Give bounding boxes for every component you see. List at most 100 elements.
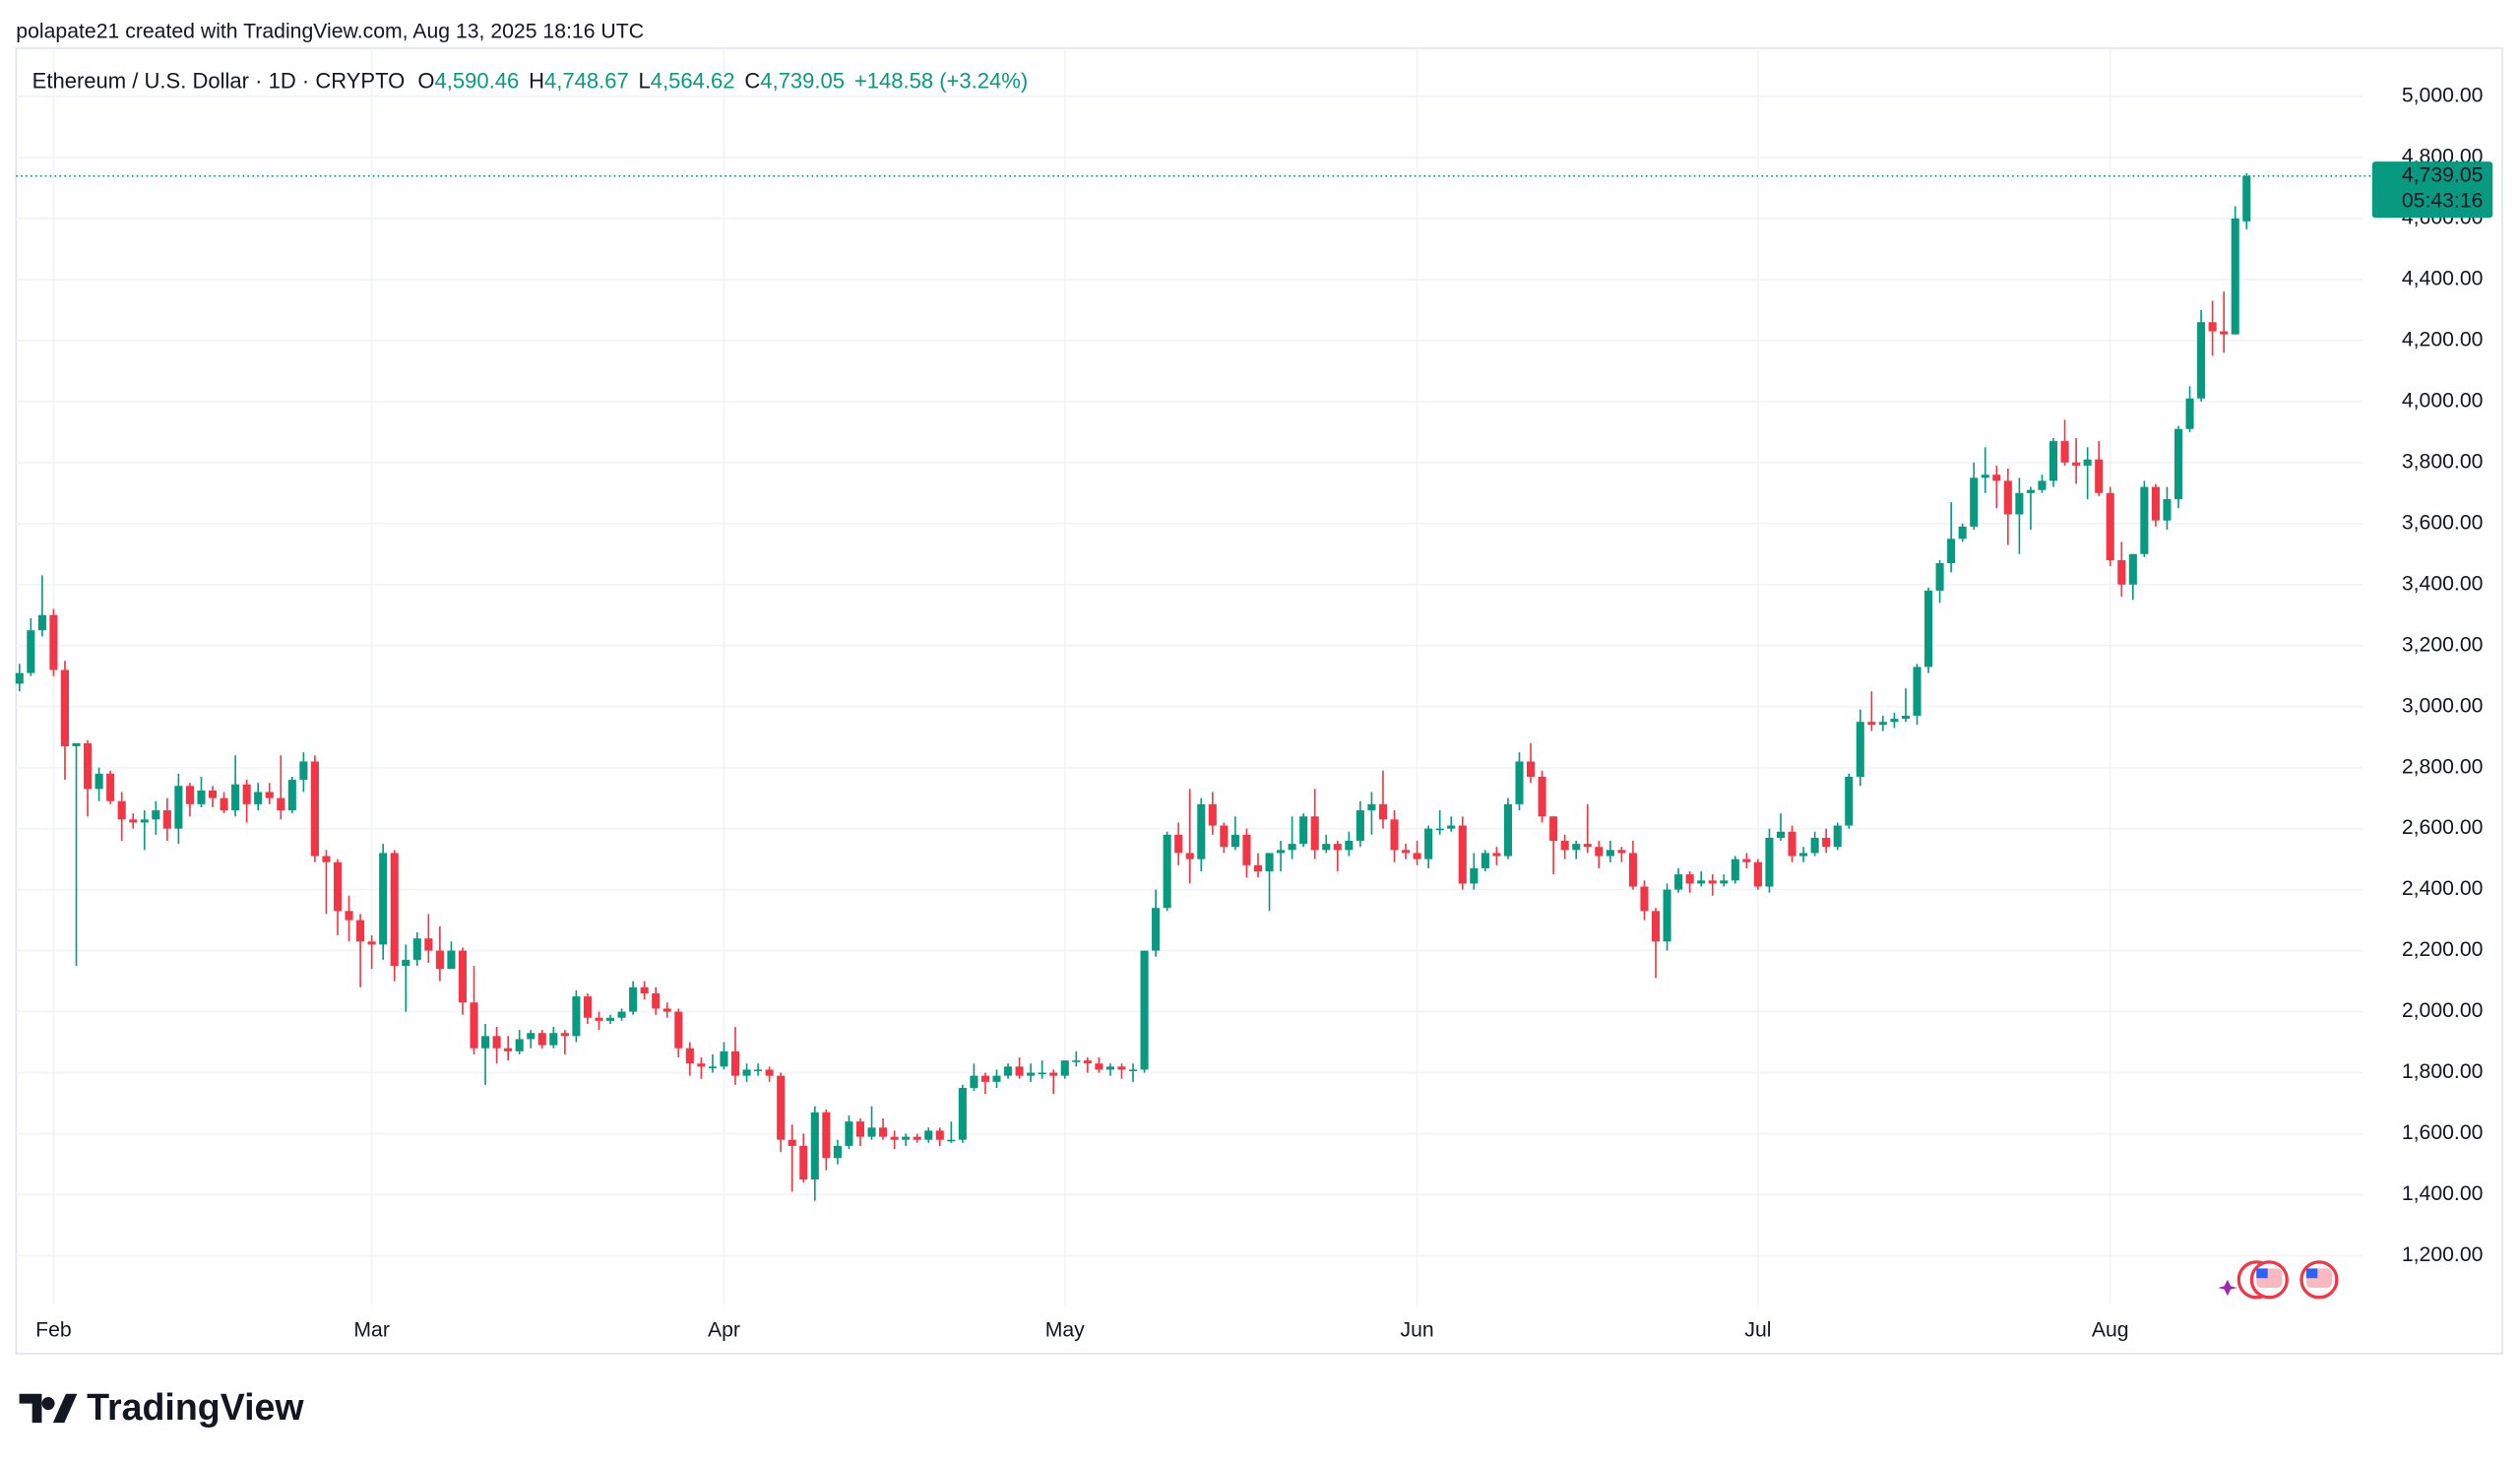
candle-body — [617, 1011, 626, 1018]
y-tick-label: 1,200.00 — [2402, 1243, 2484, 1266]
candle-body — [845, 1121, 853, 1146]
candle-body — [15, 672, 24, 684]
candle-body — [72, 742, 81, 746]
candle-body — [1595, 847, 1604, 857]
candle-body — [1163, 834, 1171, 909]
candle-body — [287, 780, 296, 811]
candle-body — [84, 742, 93, 790]
candle-body — [1981, 475, 1989, 478]
candle-body — [60, 669, 70, 746]
candle-body — [2015, 492, 2024, 515]
y-tick-label: 2,200.00 — [2402, 938, 2484, 961]
candle-body — [2231, 218, 2239, 335]
candle-body — [197, 790, 206, 804]
candle-body — [697, 1063, 706, 1067]
legend-key: L — [639, 68, 651, 93]
candle-body — [924, 1130, 933, 1140]
candle-body — [947, 1139, 956, 1142]
candle-body — [822, 1112, 831, 1159]
candle-body — [412, 938, 421, 960]
candle-body — [470, 1002, 478, 1049]
candle-body — [1004, 1066, 1013, 1076]
candle-body — [220, 797, 228, 811]
candle-body — [980, 1075, 990, 1082]
candle-body — [265, 792, 274, 798]
candle-body — [2083, 459, 2092, 466]
candle-body — [1788, 831, 1796, 857]
candle-body — [674, 1011, 683, 1049]
candle-body — [435, 950, 444, 970]
candle-body — [1822, 837, 1831, 848]
candle-body — [1095, 1063, 1103, 1070]
candle-body — [1128, 1069, 1138, 1072]
candle-body — [855, 1121, 865, 1137]
candle-layer — [15, 172, 2251, 1201]
logo-mark — [19, 1393, 78, 1424]
candle-body — [1572, 844, 1581, 851]
y-tick-label: 4,200.00 — [2402, 328, 2484, 350]
candle-body — [560, 1033, 569, 1037]
candle-body — [833, 1145, 842, 1159]
candle-body — [231, 784, 240, 811]
candle-body — [1027, 1072, 1036, 1076]
candle-body — [1367, 803, 1376, 811]
y-tick-label: 2,400.00 — [2402, 877, 2484, 900]
candle-body — [1799, 853, 1808, 857]
candle-body — [1105, 1066, 1114, 1070]
candle-body — [742, 1069, 751, 1076]
candle-body — [1924, 590, 1933, 668]
y-tick-label: 3,200.00 — [2402, 633, 2484, 656]
candle-body — [992, 1075, 1001, 1082]
candle-body — [1060, 1060, 1069, 1076]
candle-body — [1253, 864, 1263, 872]
candle-body — [1299, 816, 1308, 845]
candle-body — [117, 800, 126, 820]
candle-body — [867, 1127, 876, 1137]
candle-body — [1617, 850, 1626, 854]
candle-body — [1265, 853, 1274, 872]
candle-body — [1208, 803, 1217, 826]
candle-body — [1424, 828, 1433, 859]
candle-body — [27, 630, 35, 673]
candle-body — [481, 1036, 490, 1049]
candle-body — [1833, 825, 1842, 848]
candle-body — [1947, 539, 1956, 564]
candle-body — [1072, 1060, 1081, 1062]
x-tick-label: May — [1045, 1319, 1085, 1342]
candle-body — [1049, 1072, 1058, 1076]
flag-canton — [2305, 1268, 2318, 1279]
candle-body — [1083, 1060, 1092, 1064]
candle-body — [2174, 428, 2183, 499]
candle-body — [2072, 462, 2081, 466]
y-tick-label: 3,000.00 — [2402, 694, 2484, 717]
candle-body — [1413, 853, 1421, 859]
candle-body — [754, 1069, 763, 1072]
candle-body — [1651, 911, 1661, 942]
y-tick-label: 1,400.00 — [2402, 1182, 2484, 1205]
y-tick-label: 2,600.00 — [2402, 816, 2484, 839]
legend-header: Ethereum / U.S. Dollar · 1D · CRYPTO O4,5… — [32, 68, 1029, 93]
candle-body — [1378, 803, 1388, 820]
candle-body — [1878, 722, 1887, 726]
candle-body — [1140, 950, 1149, 1070]
candle-body — [902, 1136, 911, 1140]
legend-key: C — [744, 68, 760, 93]
candle-body — [1197, 803, 1206, 859]
candle-body — [2220, 331, 2229, 335]
candle-body — [935, 1130, 944, 1140]
candle-body — [1560, 841, 1569, 851]
candle-body — [799, 1145, 808, 1179]
y-tick-label: 4,000.00 — [2402, 389, 2484, 412]
logo-text: TradingView — [87, 1386, 304, 1428]
candle-body — [1890, 719, 1899, 723]
candle-body — [152, 810, 160, 820]
candle-body — [1867, 722, 1876, 726]
candle-body — [1526, 761, 1536, 777]
legend-value: 4,748.67 — [544, 68, 629, 93]
candle-body — [1845, 776, 1854, 826]
y-tick-label: 1,600.00 — [2402, 1121, 2484, 1144]
candle-body — [1288, 844, 1296, 851]
y-tick-label: 3,800.00 — [2402, 450, 2484, 473]
candle-body — [2128, 553, 2137, 585]
candle-body — [310, 761, 319, 857]
